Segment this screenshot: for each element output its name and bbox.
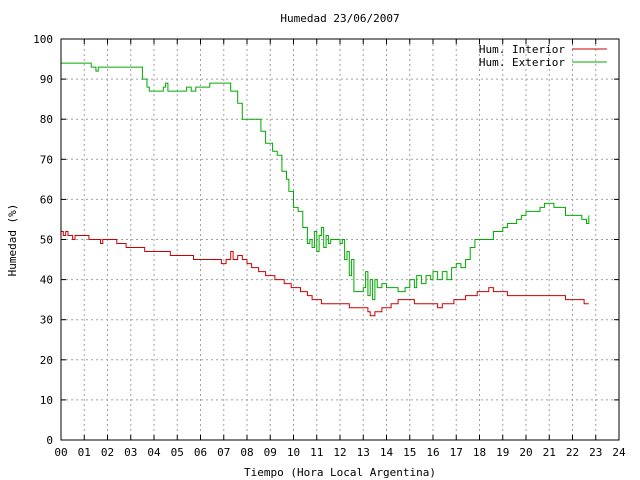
y-tick-label: 70 [40,153,53,166]
y-tick-label: 10 [40,394,53,407]
x-tick-label: 18 [473,446,486,459]
y-tick-label: 80 [40,113,53,126]
x-tick-label: 02 [101,446,114,459]
x-tick-label: 09 [264,446,277,459]
x-tick-label: 13 [357,446,370,459]
x-tick-label: 07 [217,446,230,459]
x-tick-label: 19 [496,446,509,459]
x-axis-label: Tiempo (Hora Local Argentina) [244,466,436,479]
y-tick-label: 50 [40,234,53,247]
series-line-1 [61,62,590,301]
axis-ticks: 00 01 02 03 04 05 06 07 08 09 10 11 12 13 14 15 16 17 18 19… [33,33,626,459]
x-tick-label: 14 [380,446,394,459]
x-tick-label: 04 [147,446,161,459]
x-tick-label: 06 [194,446,207,459]
y-tick-label: 20 [40,354,53,367]
x-tick-label: 17 [450,446,463,459]
y-axis-label: Humedad (%) [6,204,19,277]
x-tick-label: 03 [124,446,137,459]
x-tick-label: 05 [171,446,184,459]
grid-lines [61,39,619,440]
x-tick-label: 00 [54,446,67,459]
x-tick-label: 22 [566,446,579,459]
y-tick-label: 0 [46,434,53,447]
x-tick-label: 24 [612,446,626,459]
x-tick-label: 23 [589,446,602,459]
x-tick-label: 10 [287,446,300,459]
x-tick-label: 15 [403,446,416,459]
x-tick-label: 12 [333,446,346,459]
legend-label: Hum. Interior [479,43,565,56]
x-tick-label: 01 [78,446,91,459]
x-tick-label: 08 [240,446,253,459]
x-tick-label: 11 [310,446,323,459]
y-tick-label: 40 [40,274,53,287]
y-tick-label: 60 [40,193,53,206]
series-lines [61,62,590,317]
x-tick-label: 16 [426,446,439,459]
x-tick-label: 20 [519,446,532,459]
series-line-0 [61,231,589,317]
y-tick-label: 30 [40,314,53,327]
y-tick-label: 90 [40,73,53,86]
y-tick-label: 100 [33,33,53,46]
x-tick-label: 21 [543,446,556,459]
chart-title: Humedad 23/06/2007 [280,12,399,25]
legend-label: Hum. Exterior [479,56,565,69]
